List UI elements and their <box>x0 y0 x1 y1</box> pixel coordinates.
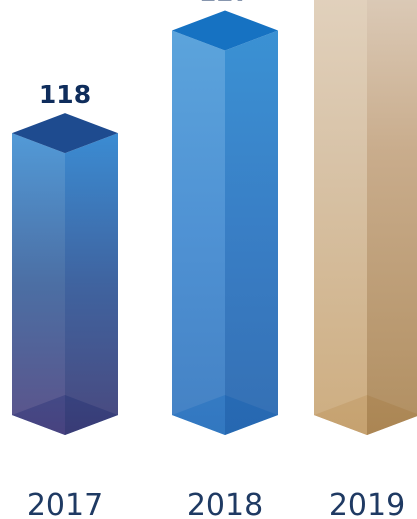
bar-right-face <box>225 30 278 435</box>
bar-top-face <box>12 113 118 154</box>
bar-right-face <box>65 133 118 435</box>
value-labels-layer: 118127141 <box>39 0 251 109</box>
bar-top-face <box>172 10 278 51</box>
bar-left-face <box>12 133 65 435</box>
bar-left-face <box>314 0 367 435</box>
value-label-2018: 127 <box>199 0 251 6</box>
bars-layer <box>12 0 417 435</box>
bar-2019 <box>314 0 417 435</box>
tick-label-2017: 2017 <box>27 488 103 519</box>
bar-2017 <box>12 113 118 435</box>
bar-right-face <box>367 0 417 435</box>
bar-left-face <box>172 30 225 435</box>
value-label-2017: 118 <box>39 80 91 109</box>
x-axis-tick-labels: 2017 2018 2019 <box>27 488 405 519</box>
tick-label-2019: 2019 <box>329 488 405 519</box>
bar-2018 <box>172 10 278 435</box>
tick-label-2018: 2018 <box>187 488 263 519</box>
